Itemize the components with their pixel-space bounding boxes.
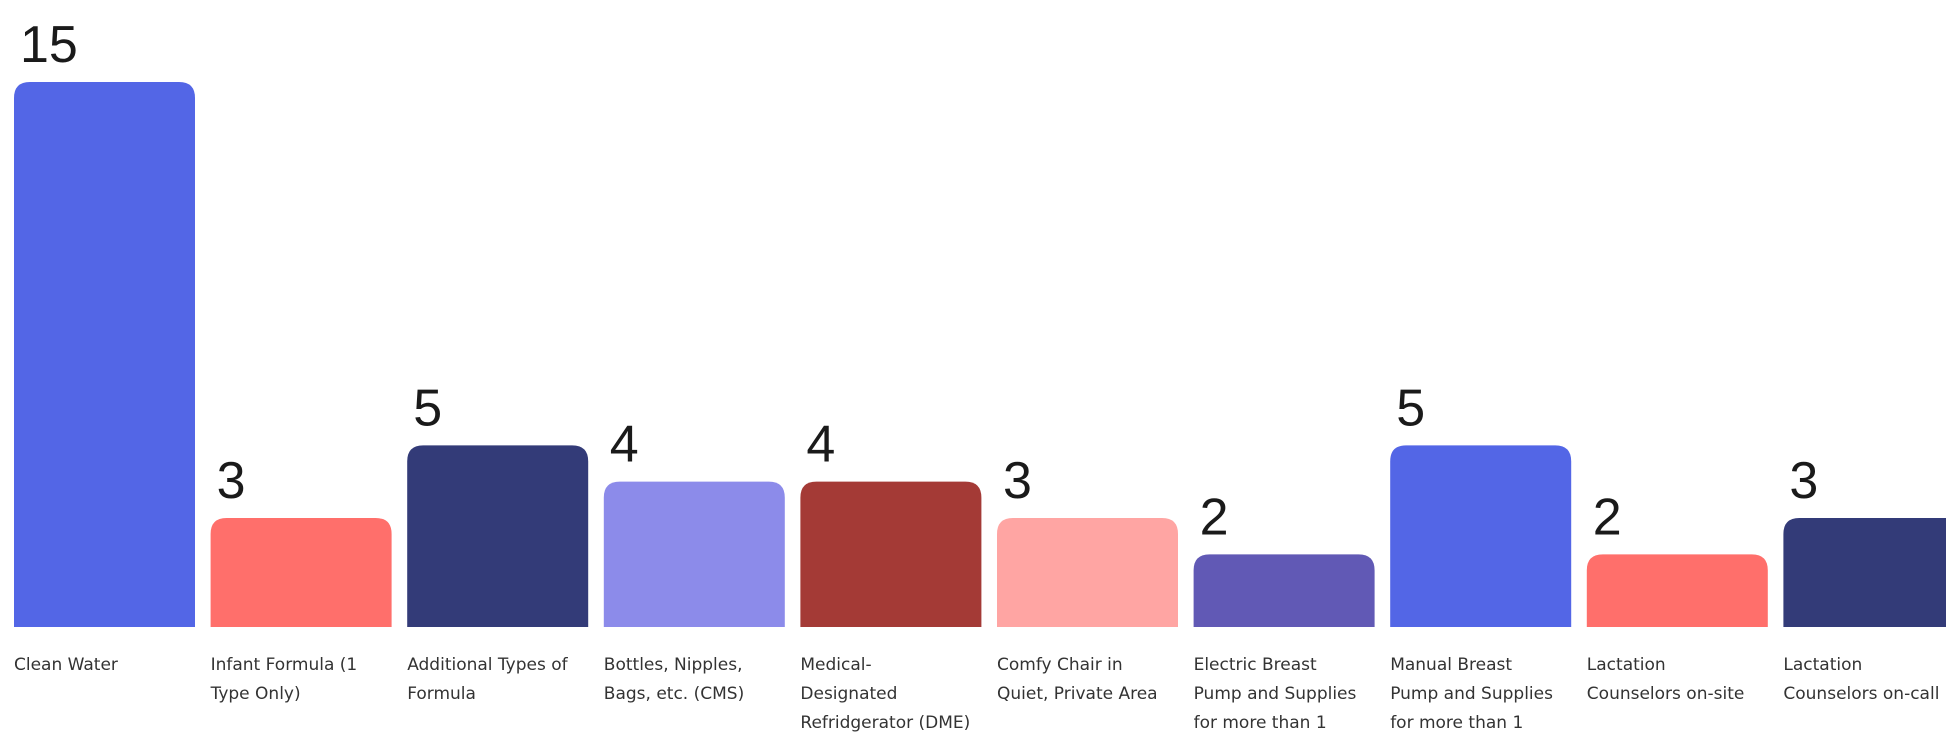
category-label-line: Counselors on-site (1587, 684, 1745, 704)
bar-7 (1193, 554, 1375, 627)
category-label-line: Lactation (1587, 655, 1666, 675)
value-label-6: 3 (1003, 452, 1032, 510)
category-label-line: Type Only) (210, 684, 301, 704)
category-label-line: Comfy Chair in (997, 655, 1123, 675)
category-label-6: Comfy Chair in Quiet, Private Area (997, 655, 1158, 704)
category-label-4: Bottles, Nipples, Bags, etc. (CMS) (604, 655, 744, 704)
category-label-line: Additional Types of (407, 655, 568, 675)
category-label-7: Electric Breast Pump and Supplies for more… (1194, 655, 1357, 733)
value-label-2: 3 (217, 452, 246, 510)
bar-2 (210, 518, 392, 627)
value-label-9: 2 (1593, 488, 1622, 546)
category-label-line: Medical- (800, 655, 871, 675)
category-label-line: for more than 1 (1390, 713, 1523, 733)
bar-5 (800, 481, 982, 627)
category-label-line: Pump and Supplies (1390, 684, 1553, 704)
category-label-8: Manual Breast Pump and Supplies for more t… (1390, 655, 1553, 733)
bar-1 (14, 82, 195, 627)
bar-3 (407, 445, 589, 627)
bar-6 (997, 518, 1178, 627)
category-label-line: for more than 1 (1194, 713, 1327, 733)
category-label-line: Electric Breast (1194, 655, 1317, 675)
category-label-line: Counselors on-call (1783, 684, 1939, 704)
value-label-1: 15 (20, 16, 78, 74)
category-label-line: Bottles, Nipples, (604, 655, 743, 675)
category-label-5: Medical- Designated Refridgerator (DME) (800, 655, 970, 733)
category-label-1: Clean Water (14, 655, 118, 675)
category-label-3: Additional Types of Formula (407, 655, 568, 704)
category-label-line: Pump and Supplies (1194, 684, 1357, 704)
category-label-line: Designated (800, 684, 897, 704)
value-label-5: 4 (806, 416, 835, 474)
category-label-9: Lactation Counselors on-site (1587, 655, 1745, 704)
bar-9 (1586, 554, 1768, 627)
category-label-line: Formula (407, 684, 476, 704)
value-label-8: 5 (1396, 379, 1425, 437)
bar-10 (1783, 518, 1946, 627)
category-label-2: Infant Formula (1 Type Only) (210, 655, 358, 704)
bar-4 (603, 481, 785, 627)
category-label-line: Refridgerator (DME) (800, 713, 970, 733)
value-label-10: 3 (1789, 452, 1818, 510)
category-label-line: Bags, etc. (CMS) (604, 684, 744, 704)
category-label-line: Clean Water (14, 655, 118, 675)
category-label-line: Manual Breast (1390, 655, 1512, 675)
bar-8 (1390, 445, 1572, 627)
value-label-4: 4 (610, 416, 639, 474)
category-label-line: Quiet, Private Area (997, 684, 1158, 704)
value-label-7: 2 (1200, 488, 1229, 546)
category-label-line: Infant Formula (1 (211, 655, 358, 675)
value-label-3: 5 (413, 379, 442, 437)
category-label-10: Lactation Counselors on-call (1783, 655, 1939, 704)
category-label-line: Lactation (1783, 655, 1862, 675)
